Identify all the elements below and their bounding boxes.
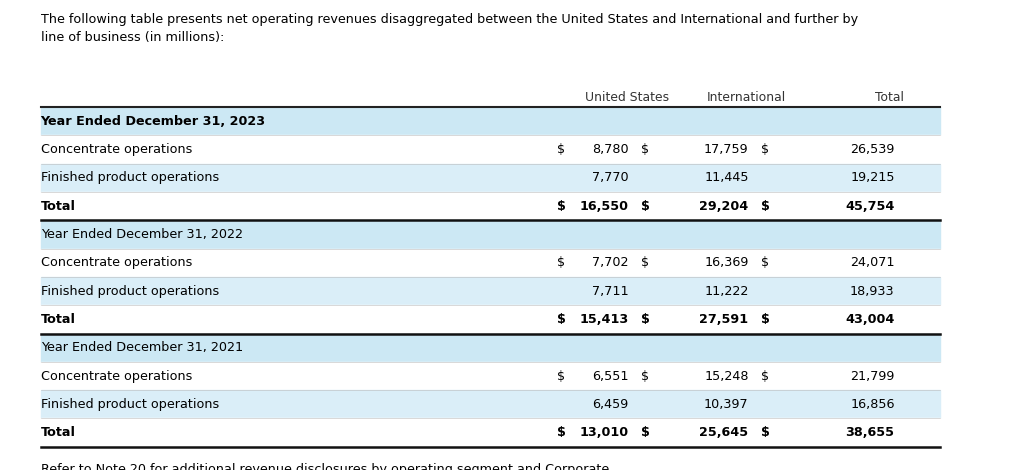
Bar [41, 305, 940, 334]
Text: 25,645: 25,645 [699, 426, 749, 439]
Bar [41, 107, 940, 135]
Bar [41, 334, 940, 362]
Text: Finished product operations: Finished product operations [41, 171, 219, 184]
Text: $: $ [641, 256, 649, 269]
Text: Total: Total [41, 426, 76, 439]
Text: Concentrate operations: Concentrate operations [41, 143, 191, 156]
Text: 17,759: 17,759 [703, 143, 749, 156]
Text: 13,010: 13,010 [580, 426, 629, 439]
Text: 18,933: 18,933 [850, 284, 895, 298]
Text: $: $ [641, 200, 650, 212]
Text: 19,215: 19,215 [850, 171, 895, 184]
Text: $: $ [761, 426, 770, 439]
Text: 43,004: 43,004 [845, 313, 895, 326]
Text: 7,711: 7,711 [592, 284, 629, 298]
Text: 38,655: 38,655 [846, 426, 895, 439]
Text: 6,459: 6,459 [593, 398, 629, 411]
Text: $: $ [557, 200, 566, 212]
Bar [41, 192, 940, 220]
Text: $: $ [641, 143, 649, 156]
Bar [41, 135, 940, 164]
Text: 29,204: 29,204 [699, 200, 749, 212]
Text: Total: Total [876, 91, 904, 104]
Text: Concentrate operations: Concentrate operations [41, 369, 191, 383]
Bar [41, 362, 940, 390]
Text: 45,754: 45,754 [845, 200, 895, 212]
Text: 21,799: 21,799 [850, 369, 895, 383]
Text: $: $ [761, 200, 770, 212]
Text: 11,445: 11,445 [705, 171, 749, 184]
Text: Refer to Note 20 for additional revenue disclosures by operating segment and Cor: Refer to Note 20 for additional revenue … [41, 462, 613, 470]
Text: 15,248: 15,248 [705, 369, 749, 383]
Text: The following table presents net operating revenues disaggregated between the Un: The following table presents net operati… [41, 13, 858, 44]
Text: $: $ [761, 143, 769, 156]
Text: $: $ [761, 256, 769, 269]
Text: 27,591: 27,591 [699, 313, 749, 326]
Text: Year Ended December 31, 2022: Year Ended December 31, 2022 [41, 228, 243, 241]
Text: $: $ [557, 426, 566, 439]
Text: $: $ [557, 256, 565, 269]
Text: $: $ [761, 369, 769, 383]
Bar [41, 249, 940, 277]
Bar [41, 164, 940, 192]
Text: 10,397: 10,397 [703, 398, 749, 411]
Text: 24,071: 24,071 [850, 256, 895, 269]
Text: $: $ [557, 369, 565, 383]
Text: Finished product operations: Finished product operations [41, 284, 219, 298]
Text: Total: Total [41, 200, 76, 212]
Text: $: $ [641, 426, 650, 439]
Text: 16,856: 16,856 [850, 398, 895, 411]
Text: $: $ [557, 313, 566, 326]
Text: Concentrate operations: Concentrate operations [41, 256, 191, 269]
Text: 8,780: 8,780 [592, 143, 629, 156]
Bar [41, 220, 940, 249]
Text: 7,702: 7,702 [592, 256, 629, 269]
Text: United States: United States [585, 91, 669, 104]
Text: $: $ [641, 369, 649, 383]
Text: 7,770: 7,770 [592, 171, 629, 184]
Text: Year Ended December 31, 2023: Year Ended December 31, 2023 [41, 115, 266, 128]
Bar [41, 390, 940, 418]
Bar [41, 277, 940, 305]
Text: $: $ [761, 313, 770, 326]
Text: $: $ [641, 313, 650, 326]
Text: International: International [707, 91, 786, 104]
Text: Finished product operations: Finished product operations [41, 398, 219, 411]
Text: 11,222: 11,222 [705, 284, 749, 298]
Text: 6,551: 6,551 [592, 369, 629, 383]
Text: 26,539: 26,539 [850, 143, 895, 156]
Text: Year Ended December 31, 2021: Year Ended December 31, 2021 [41, 341, 243, 354]
Text: Total: Total [41, 313, 76, 326]
Text: 15,413: 15,413 [580, 313, 629, 326]
Text: $: $ [557, 143, 565, 156]
Bar [41, 418, 940, 447]
Text: 16,369: 16,369 [705, 256, 749, 269]
Text: 16,550: 16,550 [580, 200, 629, 212]
